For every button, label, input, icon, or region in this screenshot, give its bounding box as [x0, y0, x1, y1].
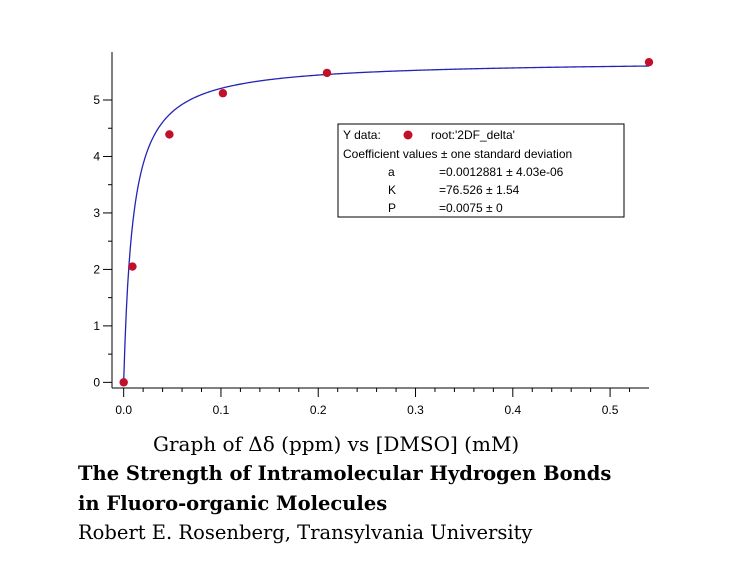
legend-marker	[403, 130, 413, 140]
x-tick-label: 0.3	[407, 403, 424, 417]
x-tick-label: 0.1	[213, 403, 230, 417]
x-tick-label: 0.2	[310, 403, 327, 417]
data-point	[165, 130, 174, 139]
x-tick-label: 0.4	[504, 403, 521, 417]
legend: Y data: root:'2DF_delta' Coefficient val…	[337, 123, 625, 218]
x-tick-label: 0.0	[115, 403, 132, 417]
legend-frame	[337, 123, 625, 218]
legend-coef-name-p: P	[388, 201, 396, 215]
plot-area: 0 1 2 3 4 5 0.0 0.1 0.2 0.3 0.4 0.5	[93, 52, 654, 417]
y-tick-label: 5	[93, 93, 100, 107]
title-line-2: in Fluoro-organic Molecules	[78, 492, 388, 515]
data-point	[119, 378, 128, 387]
author-line: Robert E. Rosenberg, Transylvania Univer…	[78, 521, 533, 544]
fit-curve	[123, 65, 650, 383]
x-tick-label: 0.5	[602, 403, 619, 417]
legend-coef-value-a: =0.0012881 ± 4.03e-06	[439, 165, 564, 179]
legend-coef-name-a: a	[388, 165, 395, 179]
y-tick-label: 1	[93, 319, 100, 333]
legend-header: Coefficient values ± one standard deviat…	[343, 147, 572, 161]
y-tick-label: 2	[93, 262, 100, 276]
chart: 0 1 2 3 4 5 0.0 0.1 0.2 0.3 0.4 0.5 Y data: root:'2…	[93, 52, 654, 417]
legend-coef-value-k: =76.526 ± 1.54	[439, 183, 520, 197]
legend-coef-name-k: K	[388, 183, 396, 197]
title-line-1: The Strength of Intramolecular Hydrogen …	[78, 462, 612, 485]
data-point	[128, 262, 137, 271]
legend-series-name: root:'2DF_delta'	[431, 128, 515, 142]
y-tick-label: 3	[93, 206, 100, 220]
data-point	[322, 68, 332, 78]
graph-caption: Graph of Δδ (ppm) vs [DMSO] (mM)	[153, 432, 520, 456]
data-point	[218, 89, 228, 98]
y-tick-label: 4	[93, 149, 100, 163]
legend-series-label: Y data:	[343, 128, 381, 142]
y-tick-label: 0	[93, 375, 100, 389]
legend-coef-value-p: =0.0075 ± 0	[439, 201, 503, 215]
data-point	[644, 57, 654, 67]
